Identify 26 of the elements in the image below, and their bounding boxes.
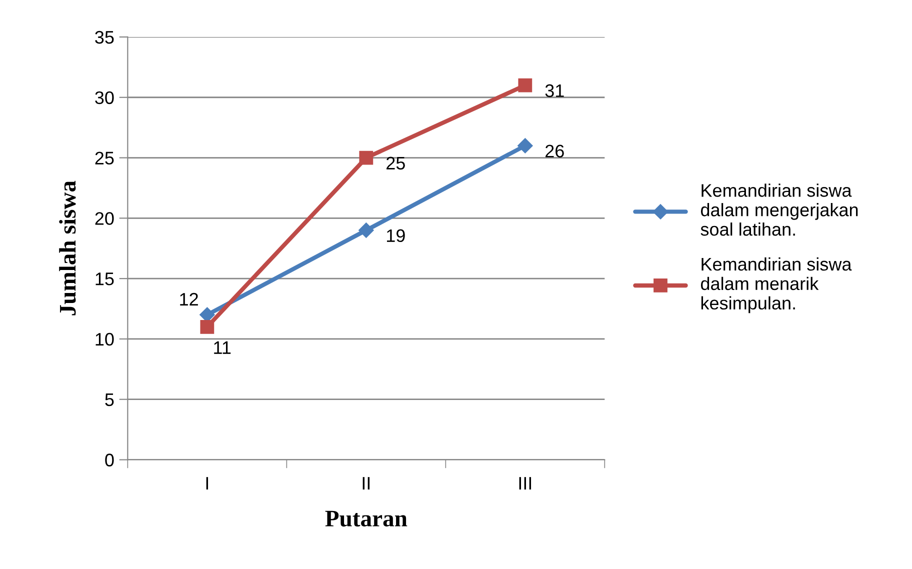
point	[200, 320, 214, 334]
data-label: 19	[386, 229, 405, 242]
y-tick-label: 20	[95, 212, 114, 225]
data-label: 31	[545, 84, 564, 98]
x-tick-label: II	[362, 477, 370, 490]
data-label: 26	[546, 144, 564, 158]
y-tick-label: 15	[96, 272, 114, 286]
legend-label: Kemandirian siswa dalam mengerjakan soal latihan.	[700, 184, 858, 236]
x-tick-label: III	[519, 477, 532, 490]
y-tick-label: 25	[95, 152, 114, 164]
point	[358, 222, 374, 238]
data-label: 12	[180, 292, 198, 306]
point	[359, 150, 374, 165]
data-label: 25	[386, 156, 405, 170]
x-axis-title: Putaran	[325, 510, 408, 527]
y-tick-label: 5	[105, 393, 114, 406]
y-tick-label: 30	[95, 91, 114, 104]
y-tick-label: 0	[105, 454, 114, 466]
x-tick-label: I	[206, 477, 208, 490]
y-tick-label: 10	[96, 332, 114, 346]
y-axis-title: Jumlah siswa	[59, 180, 76, 316]
legend-label: Kemandirian siswa dalam menarik kesimpulan.	[700, 257, 852, 314]
point	[518, 78, 532, 92]
data-label: 11	[214, 341, 231, 354]
y-tick-label: 35	[95, 30, 114, 44]
point	[518, 138, 533, 154]
